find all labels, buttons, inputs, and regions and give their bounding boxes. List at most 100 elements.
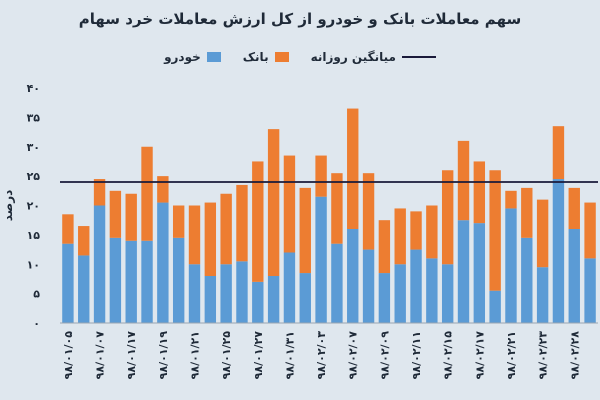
bar-segment-bank: [457, 140, 470, 221]
bar-segment-bank: [109, 190, 122, 238]
bar-segment-auto: [172, 237, 185, 323]
bar-segment-auto: [331, 243, 343, 323]
bar-segment-auto: [347, 229, 359, 323]
x-tick-label: ۹۸/۰۲/۱۷: [473, 331, 486, 380]
x-tick-label: ۹۸/۰۲/۲۳: [537, 331, 550, 380]
x-tick-label: ۹۸/۰۲/۱۵: [442, 331, 455, 380]
legend-label-auto: خودرو: [164, 50, 201, 64]
legend-swatch-bank: [274, 52, 289, 62]
x-tick-label: ۹۸/۰۱/۳۱: [283, 331, 296, 379]
bar-segment-auto: [78, 255, 90, 323]
bar-segment-bank: [62, 214, 74, 244]
bar-segment-bank: [441, 170, 454, 265]
bar-segment-auto: [204, 276, 217, 323]
x-tick-label: ۹۸/۰۱/۲۱: [189, 331, 202, 379]
bar-segment-bank: [521, 187, 533, 238]
bar-segment-bank: [568, 187, 580, 229]
bar-segment-auto: [283, 252, 296, 323]
legend-label-average: میانگین روزانه: [310, 50, 396, 64]
x-tick-label: ۹۸/۰۱/۱۹: [157, 331, 170, 380]
bar-segment-bank: [394, 208, 406, 265]
bar-segment-auto: [93, 205, 106, 323]
bar-segment-bank: [252, 161, 264, 282]
x-tick-label: ۹۸/۰۲/۰۳: [315, 331, 328, 380]
bar-segment-auto: [315, 196, 327, 323]
y-tick-label: ۱۵: [27, 229, 41, 242]
y-tick-label: ۳۰: [27, 141, 40, 154]
x-tick-label: ۹۸/۰۱/۲۷: [252, 331, 265, 380]
bar-segment-bank: [283, 155, 296, 253]
y-tick-label: ۲۰: [27, 200, 40, 213]
bar-segment-auto: [410, 249, 422, 323]
bar-segment-auto: [157, 202, 169, 323]
x-tick-label: ۹۸/۰۲/۲۱: [505, 331, 518, 379]
bar-segment-auto: [220, 264, 232, 323]
bar-segment-bank: [172, 205, 185, 238]
bar-segment-auto: [473, 223, 486, 323]
bar-segment-auto: [125, 240, 137, 323]
bar-segment-bank: [410, 211, 422, 250]
bar-segment-bank: [347, 108, 359, 229]
bar-segment-auto: [236, 261, 248, 323]
bar-segment-auto: [252, 281, 264, 323]
bar-segment-auto: [188, 264, 201, 323]
legend-swatch-average: [401, 56, 436, 58]
legend-item-auto: خودرو: [164, 50, 221, 64]
y-axis-label: درصد: [1, 190, 15, 222]
bar-segment-auto: [394, 264, 406, 323]
bar-segment-bank: [267, 129, 280, 276]
legend: میانگین روزانه بانک خودرو: [0, 50, 600, 64]
bar-segment-bank: [584, 202, 596, 259]
x-tick-label: ۹۸/۰۲/۰۹: [378, 331, 391, 380]
bar-segment-auto: [426, 258, 438, 323]
bar-segment-auto: [299, 273, 311, 323]
bar-segment-bank: [489, 170, 501, 291]
bar-segment-bank: [220, 193, 232, 265]
x-tick-label: ۹۸/۰۲/۲۸: [568, 331, 581, 380]
bar-segment-auto: [584, 258, 596, 323]
bar-segment-auto: [109, 237, 122, 323]
bar-segment-bank: [378, 220, 391, 274]
bar-segment-bank: [236, 184, 248, 262]
bar-segment-auto: [378, 273, 391, 323]
bar-segment-auto: [141, 240, 153, 323]
bar-segment-bank: [204, 202, 217, 276]
bar-segment-bank: [188, 205, 201, 265]
bar-segment-bank: [299, 187, 311, 274]
bar-segment-bank: [552, 126, 565, 180]
legend-label-bank: بانک: [242, 50, 269, 64]
bar-segment-bank: [78, 226, 90, 256]
y-tick-label: ۴۰: [27, 82, 40, 95]
x-tick-label: ۹۸/۰۲/۱۱: [410, 331, 423, 379]
bar-segment-bank: [362, 173, 375, 250]
y-tick-label: ۲۵: [27, 170, 41, 183]
bar-segment-bank: [426, 205, 438, 259]
x-tick-label: ۹۸/۰۱/۰۷: [94, 331, 107, 380]
legend-item-bank: بانک: [243, 50, 289, 64]
y-tick-label: ۰: [33, 317, 40, 330]
bar-segment-bank: [536, 199, 549, 268]
bar-segment-auto: [505, 208, 517, 323]
bar-segment-bank: [141, 146, 153, 241]
x-tick-label: ۹۸/۰۲/۰۷: [347, 331, 360, 380]
bar-segment-auto: [267, 276, 280, 323]
bar-segment-auto: [62, 243, 74, 323]
bar-segment-auto: [441, 264, 454, 323]
bar-segment-bank: [125, 193, 137, 241]
chart-title: سهم معاملات بانک و خودرو از کل ارزش معام…: [78, 10, 522, 28]
bar-segment-auto: [552, 179, 565, 323]
x-tick-label: ۹۸/۰۱/۲۵: [220, 331, 233, 380]
legend-swatch-auto: [206, 52, 221, 62]
bar-segment-auto: [457, 220, 470, 323]
y-tick-label: ۱۰: [27, 258, 40, 271]
x-tick-label: ۹۸/۰۱/۱۷: [125, 331, 138, 380]
y-tick-label: ۵: [33, 288, 40, 301]
bar-segment-bank: [331, 173, 343, 244]
bar-segment-auto: [362, 249, 375, 323]
bar-segment-bank: [505, 190, 517, 209]
bar-segment-auto: [521, 237, 533, 323]
legend-item-average: میانگین روزانه: [311, 50, 436, 64]
bar-segment-bank: [93, 179, 106, 206]
bar-segment-bank: [157, 176, 169, 203]
